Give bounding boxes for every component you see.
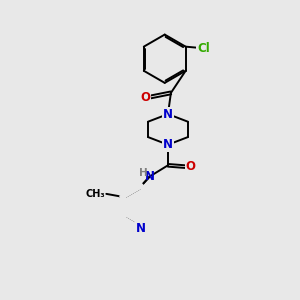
Text: O: O (186, 160, 196, 173)
Text: N: N (136, 222, 146, 235)
Text: Cl: Cl (197, 42, 210, 55)
Text: CH₃: CH₃ (85, 189, 105, 199)
Text: N: N (145, 170, 155, 183)
Text: H: H (139, 168, 148, 178)
Text: N: N (136, 222, 146, 235)
Text: O: O (140, 91, 150, 104)
Text: N: N (163, 138, 173, 151)
Text: N: N (163, 108, 173, 121)
